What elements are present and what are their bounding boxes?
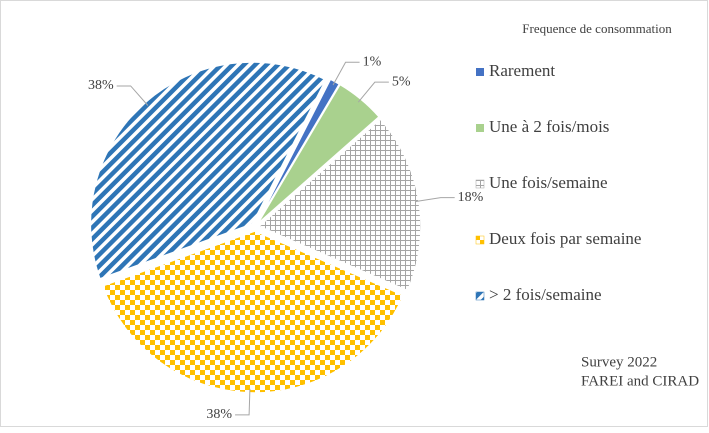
leader-line — [414, 197, 455, 203]
leader-line — [332, 61, 360, 86]
leader-line — [235, 388, 251, 416]
annotation: FAREI and CIRAD — [581, 373, 699, 389]
legend-label: Une fois/semaine — [489, 173, 608, 192]
leader-line — [116, 85, 149, 106]
data-label: 38% — [206, 407, 232, 422]
legend-swatch — [475, 179, 485, 189]
legend-title: Frequence de consommation — [522, 21, 672, 36]
legend-label: Rarement — [489, 61, 555, 80]
annotation: Survey 2022 — [581, 354, 657, 370]
legend-swatch — [475, 235, 485, 245]
leader-line — [357, 81, 389, 103]
legend-swatch — [475, 291, 485, 301]
legend-label: Une à 2 fois/mois — [489, 117, 609, 136]
legend-swatch — [476, 124, 484, 132]
data-label: 38% — [88, 78, 114, 93]
data-label: 5% — [392, 74, 411, 89]
data-label: 18% — [458, 190, 484, 205]
data-label: 1% — [363, 54, 382, 69]
legend-label: Deux fois par semaine — [489, 229, 641, 248]
legend-swatch — [476, 68, 484, 76]
legend-label: > 2 fois/semaine — [489, 285, 602, 304]
